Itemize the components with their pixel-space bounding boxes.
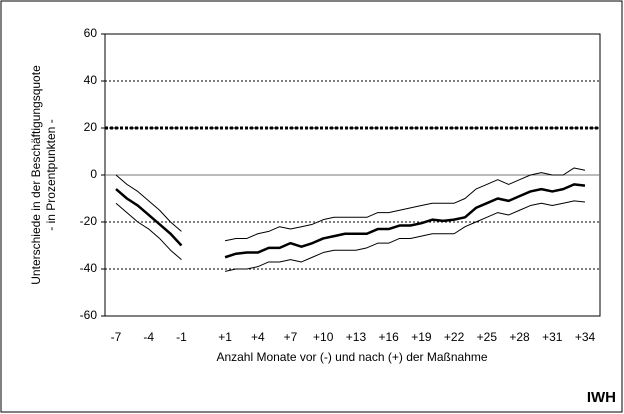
x-tick-label: +25 xyxy=(477,330,498,344)
x-tick-label: +28 xyxy=(509,330,530,344)
x-tick-label: +22 xyxy=(444,330,465,344)
source: IWH xyxy=(587,389,616,406)
y-tick-label: 40 xyxy=(84,73,98,87)
y-tick-label: 20 xyxy=(84,120,98,134)
y-tick-label: 60 xyxy=(84,26,98,40)
series-line xyxy=(115,183,586,259)
series-line xyxy=(115,167,586,242)
y-tick-label: -40 xyxy=(80,261,98,275)
y-tick-label: -60 xyxy=(80,308,98,322)
x-tick-label: +10 xyxy=(313,330,334,344)
x-tick-label: +13 xyxy=(346,330,367,344)
series-line xyxy=(115,200,586,272)
x-tick-label: +19 xyxy=(411,330,432,344)
x-tick-label: -1 xyxy=(176,330,187,344)
x-tick-label: +7 xyxy=(284,330,298,344)
x-tick-label: +16 xyxy=(378,330,399,344)
y-tick-label: -20 xyxy=(80,214,98,228)
x-tick-label: +1 xyxy=(218,330,232,344)
x-tick-label: +34 xyxy=(575,330,596,344)
y-tick-label: 0 xyxy=(90,167,97,181)
y-axis-subtitle: - in Prozentpunkten - xyxy=(44,119,58,230)
x-tick-label: +31 xyxy=(542,330,563,344)
x-tick-label: -7 xyxy=(111,330,122,344)
x-axis-title: Anzahl Monate vor (-) und nach (+) der M… xyxy=(216,350,487,364)
x-tick-label: +4 xyxy=(251,330,265,344)
x-tick-label: -4 xyxy=(143,330,154,344)
y-axis-title: Unterschiede in der Beschäftigungsquote xyxy=(29,65,43,285)
